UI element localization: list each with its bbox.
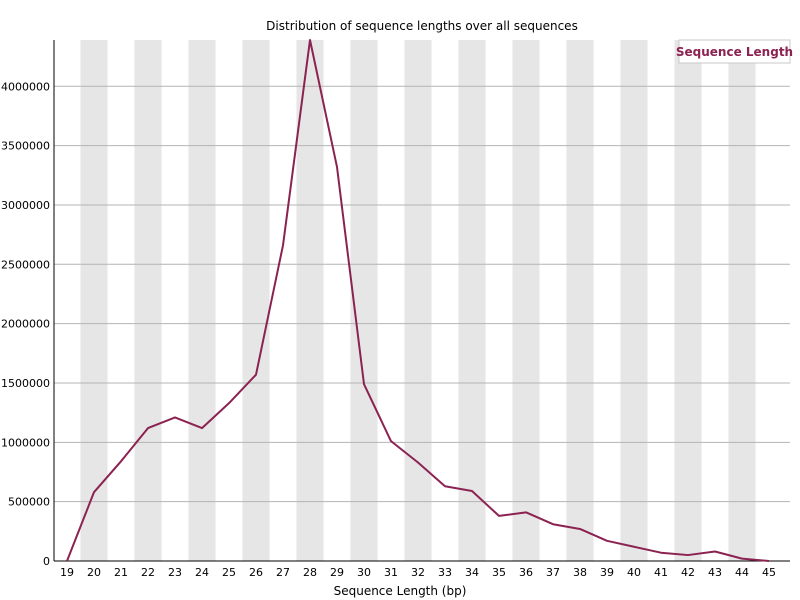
y-tick-label: 2000000 bbox=[1, 318, 50, 331]
x-tick-label: 28 bbox=[303, 566, 317, 579]
x-tick-label: 27 bbox=[276, 566, 290, 579]
x-tick-label: 35 bbox=[492, 566, 506, 579]
band-34 bbox=[458, 40, 486, 561]
x-tick-label: 21 bbox=[114, 566, 128, 579]
x-tick-label: 30 bbox=[357, 566, 371, 579]
band-36 bbox=[512, 40, 540, 561]
x-tick-label: 45 bbox=[762, 566, 776, 579]
x-tick-label: 33 bbox=[438, 566, 452, 579]
x-tick-label: 37 bbox=[546, 566, 560, 579]
band-28 bbox=[296, 40, 324, 561]
x-tick-label: 29 bbox=[330, 566, 344, 579]
x-tick-label: 22 bbox=[141, 566, 155, 579]
x-tick-label: 44 bbox=[735, 566, 749, 579]
band-26 bbox=[242, 40, 270, 561]
x-tick-label: 32 bbox=[411, 566, 425, 579]
x-tick-label: 26 bbox=[249, 566, 263, 579]
band-40 bbox=[620, 40, 648, 561]
y-tick-label: 3500000 bbox=[1, 140, 50, 153]
band-42 bbox=[674, 40, 702, 561]
x-tick-label: 43 bbox=[708, 566, 722, 579]
x-tick-label: 41 bbox=[654, 566, 668, 579]
legend-entry-sequence-length: Sequence Length bbox=[676, 45, 793, 59]
band-24 bbox=[188, 40, 216, 561]
x-tick-label: 42 bbox=[681, 566, 695, 579]
y-tick-label: 0 bbox=[43, 555, 50, 568]
x-tick-label: 34 bbox=[465, 566, 479, 579]
x-axis-label: Sequence Length (bp) bbox=[334, 584, 467, 598]
x-tick-labels: 19 20 21 22 23 24 25 26 27 28 29 30 31 32 33 34 35 36 37 38… bbox=[60, 566, 776, 579]
band-20 bbox=[80, 40, 108, 561]
band-44 bbox=[728, 40, 756, 561]
y-tick-label: 500000 bbox=[8, 496, 50, 509]
x-tick-label: 23 bbox=[168, 566, 182, 579]
x-tick-label: 31 bbox=[384, 566, 398, 579]
band-30 bbox=[350, 40, 378, 561]
x-tick-label: 24 bbox=[195, 566, 209, 579]
legend: Sequence Length bbox=[676, 39, 793, 64]
y-tick-label: 2500000 bbox=[1, 258, 50, 271]
band-22 bbox=[134, 40, 162, 561]
y-tick-label: 3000000 bbox=[1, 199, 50, 212]
gridlines bbox=[54, 85, 790, 503]
band-38 bbox=[566, 40, 594, 561]
legend-box bbox=[678, 39, 791, 64]
y-tick-labels: 0 500000 1000000 1500000 2000000 2500000 30000… bbox=[1, 80, 50, 568]
y-tick-label: 1500000 bbox=[1, 377, 50, 390]
x-tick-label: 38 bbox=[573, 566, 587, 579]
y-tick-label: 1000000 bbox=[1, 436, 50, 449]
x-tick-label: 39 bbox=[600, 566, 614, 579]
x-tick-label: 36 bbox=[519, 566, 533, 579]
background-bands bbox=[80, 40, 756, 561]
x-tick-label: 20 bbox=[87, 566, 101, 579]
chart-title: Distribution of sequence lengths over al… bbox=[266, 19, 578, 33]
y-tick-label: 4000000 bbox=[1, 80, 50, 93]
series-line-sequence-length bbox=[66, 39, 770, 562]
x-tick-label: 25 bbox=[222, 566, 236, 579]
band-32 bbox=[404, 40, 432, 561]
x-tick-label: 40 bbox=[627, 566, 641, 579]
x-tick-label: 19 bbox=[60, 566, 74, 579]
